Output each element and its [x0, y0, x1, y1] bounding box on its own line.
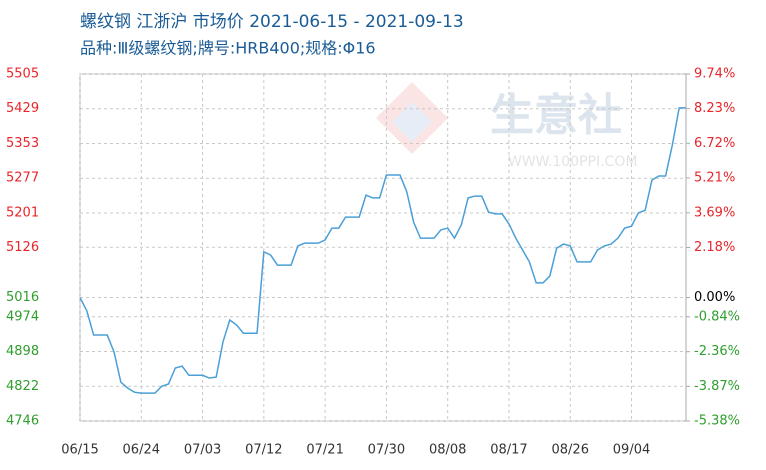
y2-tick-label: -5.38% — [694, 414, 740, 429]
watermark: 生意社 WWW.100PPI.COM — [376, 82, 637, 170]
x-tick-label: 06/15 — [61, 443, 98, 458]
y-tick-label: 5126 — [6, 240, 39, 255]
y2-tick-label: 9.74% — [694, 67, 735, 82]
x-tick-label: 08/26 — [552, 443, 589, 458]
y2-tick-label: 2.18% — [694, 240, 735, 255]
y2-tick-label: -0.84% — [694, 309, 740, 324]
y2-tick-label: 8.23% — [694, 101, 735, 116]
x-tick-label: 07/03 — [184, 443, 221, 458]
x-tick-label: 07/21 — [306, 443, 343, 458]
price-line — [79, 107, 686, 394]
y-tick-label: 5277 — [6, 171, 39, 186]
watermark-logo-inner — [392, 102, 432, 142]
x-tick-label: 08/17 — [490, 443, 527, 458]
y2-tick-label: -2.36% — [694, 344, 740, 359]
y-tick-label: 5429 — [6, 101, 39, 116]
watermark-name: 生意社 — [490, 90, 622, 141]
x-tick-label: 07/30 — [368, 443, 405, 458]
y2-tick-label: 0.00% — [694, 290, 735, 305]
y2-tick-label: -3.87% — [694, 379, 740, 394]
y-tick-label: 4746 — [6, 414, 39, 429]
y-tick-label: 5201 — [6, 205, 39, 220]
y-tick-label: 5505 — [6, 67, 39, 82]
x-tick-label: 09/04 — [613, 443, 650, 458]
watermark-url: WWW.100PPI.COM — [508, 154, 637, 170]
y-tick-label: 4898 — [6, 344, 39, 359]
y2-tick-label: 6.72% — [694, 136, 735, 151]
chart-title: 螺纹钢 江浙沪 市场价 2021-06-15 - 2021-09-13 — [80, 12, 464, 32]
x-tick-label: 06/24 — [123, 443, 160, 458]
watermark-logo — [376, 82, 448, 154]
y2-tick-label: 3.69% — [694, 205, 735, 220]
chart-subtitle: 品种:Ⅲ级螺纹钢;牌号:HRB400;规格:Φ16 — [80, 39, 376, 58]
y-tick-label: 4822 — [6, 379, 39, 394]
y-tick-label: 5353 — [6, 136, 39, 151]
y2-tick-label: 5.21% — [694, 170, 735, 185]
x-tick-label: 07/12 — [245, 443, 282, 458]
x-tick-label: 08/08 — [429, 443, 466, 458]
y-tick-label: 4974 — [6, 309, 39, 324]
y-tick-label: 5016 — [6, 290, 39, 305]
